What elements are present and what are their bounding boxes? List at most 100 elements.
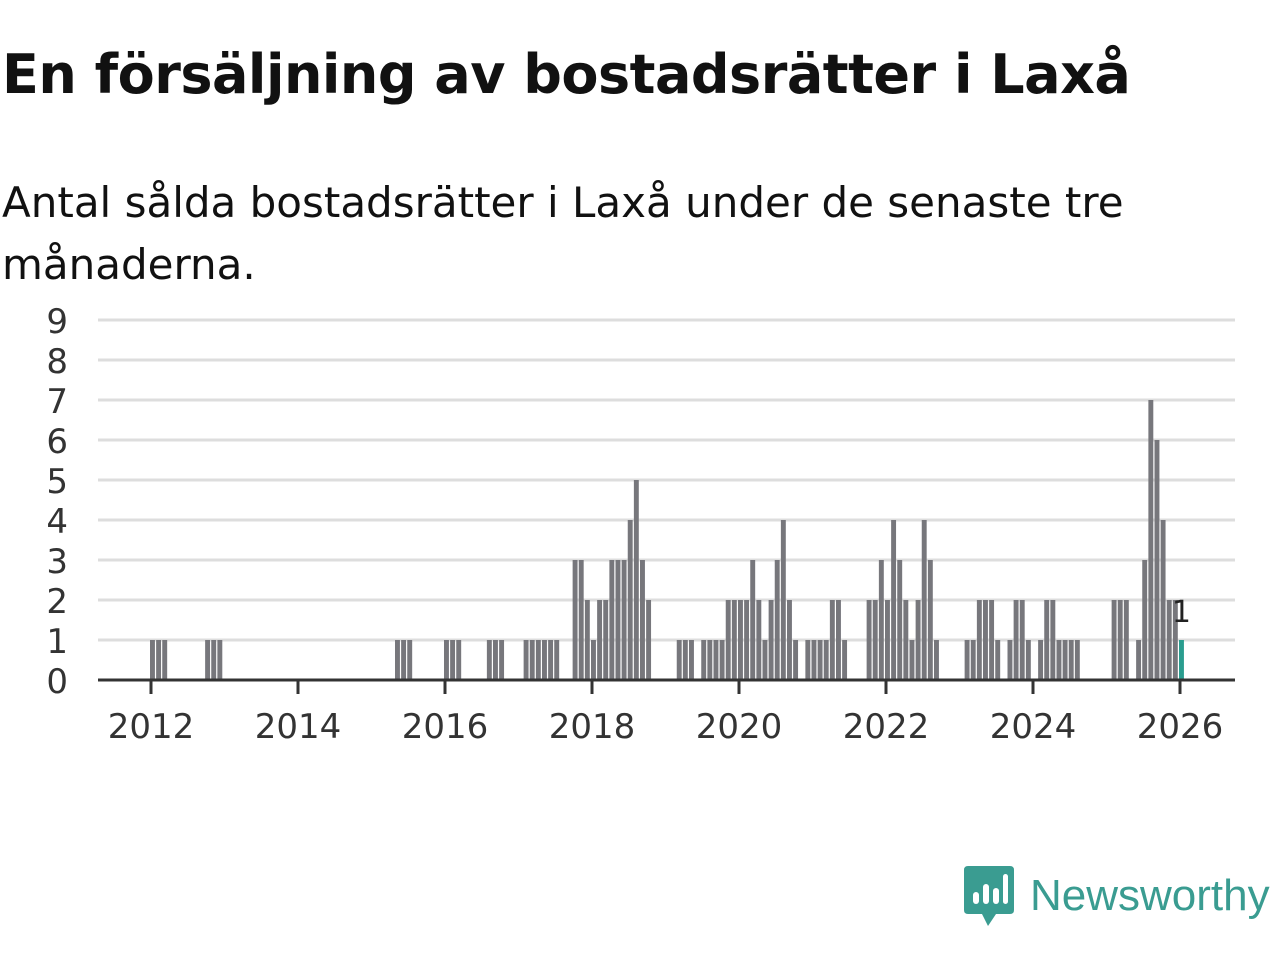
bar xyxy=(909,640,915,680)
bar xyxy=(836,600,841,680)
bar xyxy=(983,600,988,680)
y-tick-label: 8 xyxy=(46,342,68,382)
bar xyxy=(811,640,817,680)
bar xyxy=(211,640,217,680)
bar xyxy=(1172,600,1178,680)
bar xyxy=(542,640,547,680)
bar xyxy=(205,640,211,680)
bar xyxy=(817,640,823,680)
x-tick-label: 2018 xyxy=(549,707,636,747)
x-tick-label: 2012 xyxy=(108,707,195,747)
bar xyxy=(1074,640,1080,680)
bar xyxy=(597,600,603,680)
bar xyxy=(548,640,554,680)
bar xyxy=(903,600,909,680)
bar xyxy=(1068,640,1074,680)
bar xyxy=(1179,640,1184,680)
bar xyxy=(885,600,890,680)
data-labels: 1 xyxy=(1172,595,1191,630)
bar xyxy=(493,640,498,680)
bar xyxy=(915,600,921,680)
bar xyxy=(805,640,811,680)
bar xyxy=(1025,640,1031,680)
bar xyxy=(701,640,707,680)
bar xyxy=(529,640,535,680)
bar xyxy=(1007,640,1013,680)
bar xyxy=(407,640,413,680)
bar xyxy=(682,640,688,680)
bar xyxy=(738,600,743,680)
bar xyxy=(774,560,780,680)
bar xyxy=(1013,600,1019,680)
y-tick-label: 3 xyxy=(46,542,68,582)
y-tick-label: 0 xyxy=(46,662,68,702)
bar xyxy=(976,600,982,680)
bar xyxy=(1056,640,1062,680)
bar xyxy=(995,640,1001,680)
bars xyxy=(150,400,1184,680)
bar xyxy=(872,600,878,680)
bar xyxy=(878,560,884,680)
bar xyxy=(401,640,407,680)
bar xyxy=(787,600,792,680)
newsworthy-logo[interactable]: Newsworthy xyxy=(964,864,1270,928)
bar xyxy=(927,560,933,680)
y-tick-label: 2 xyxy=(46,582,68,622)
bar xyxy=(842,640,848,680)
bar xyxy=(829,600,835,680)
bar xyxy=(1136,640,1142,680)
bar xyxy=(572,560,578,680)
bar xyxy=(866,600,872,680)
bar xyxy=(756,600,762,680)
bar xyxy=(1050,600,1056,680)
bar xyxy=(731,600,737,680)
gridlines xyxy=(98,318,1235,642)
bar xyxy=(450,640,456,680)
bar xyxy=(768,600,774,680)
bar xyxy=(823,640,829,680)
bar xyxy=(621,560,627,680)
bar xyxy=(615,560,621,680)
bar xyxy=(1123,600,1129,680)
bar xyxy=(1062,640,1068,680)
bar xyxy=(1117,600,1123,680)
newsworthy-logo-icon xyxy=(964,866,1014,926)
bar xyxy=(719,640,725,680)
bar xyxy=(1166,600,1172,680)
x-tick-label: 2026 xyxy=(1137,707,1224,747)
bar xyxy=(689,640,694,680)
bar xyxy=(762,640,768,680)
bar xyxy=(713,640,719,680)
bar xyxy=(1148,400,1154,680)
y-tick-label: 4 xyxy=(46,502,68,542)
bar xyxy=(456,640,462,680)
bar xyxy=(1142,560,1148,680)
x-tick-label: 2016 xyxy=(402,707,489,747)
last-value-label: 1 xyxy=(1172,595,1191,630)
bar xyxy=(1154,440,1160,680)
bar xyxy=(609,560,615,680)
bar xyxy=(578,560,584,680)
bar xyxy=(1019,600,1025,680)
bar xyxy=(725,600,731,680)
y-tick-label: 6 xyxy=(46,422,68,462)
bar xyxy=(217,640,223,680)
bar xyxy=(897,560,903,680)
bar xyxy=(970,640,976,680)
chart-title: En försäljning av bostadsrätter i Laxå xyxy=(2,43,1131,106)
bar xyxy=(499,640,505,680)
bar xyxy=(486,640,492,680)
bar xyxy=(646,600,652,680)
bar xyxy=(989,600,995,680)
bar xyxy=(921,520,927,680)
bar xyxy=(633,480,639,680)
bar xyxy=(1160,520,1166,680)
bar xyxy=(150,640,155,680)
y-tick-label: 5 xyxy=(46,462,68,502)
bar xyxy=(744,600,750,680)
bar xyxy=(162,640,168,680)
bar xyxy=(444,640,449,680)
x-tick-label: 2020 xyxy=(696,707,783,747)
bar xyxy=(1044,600,1050,680)
